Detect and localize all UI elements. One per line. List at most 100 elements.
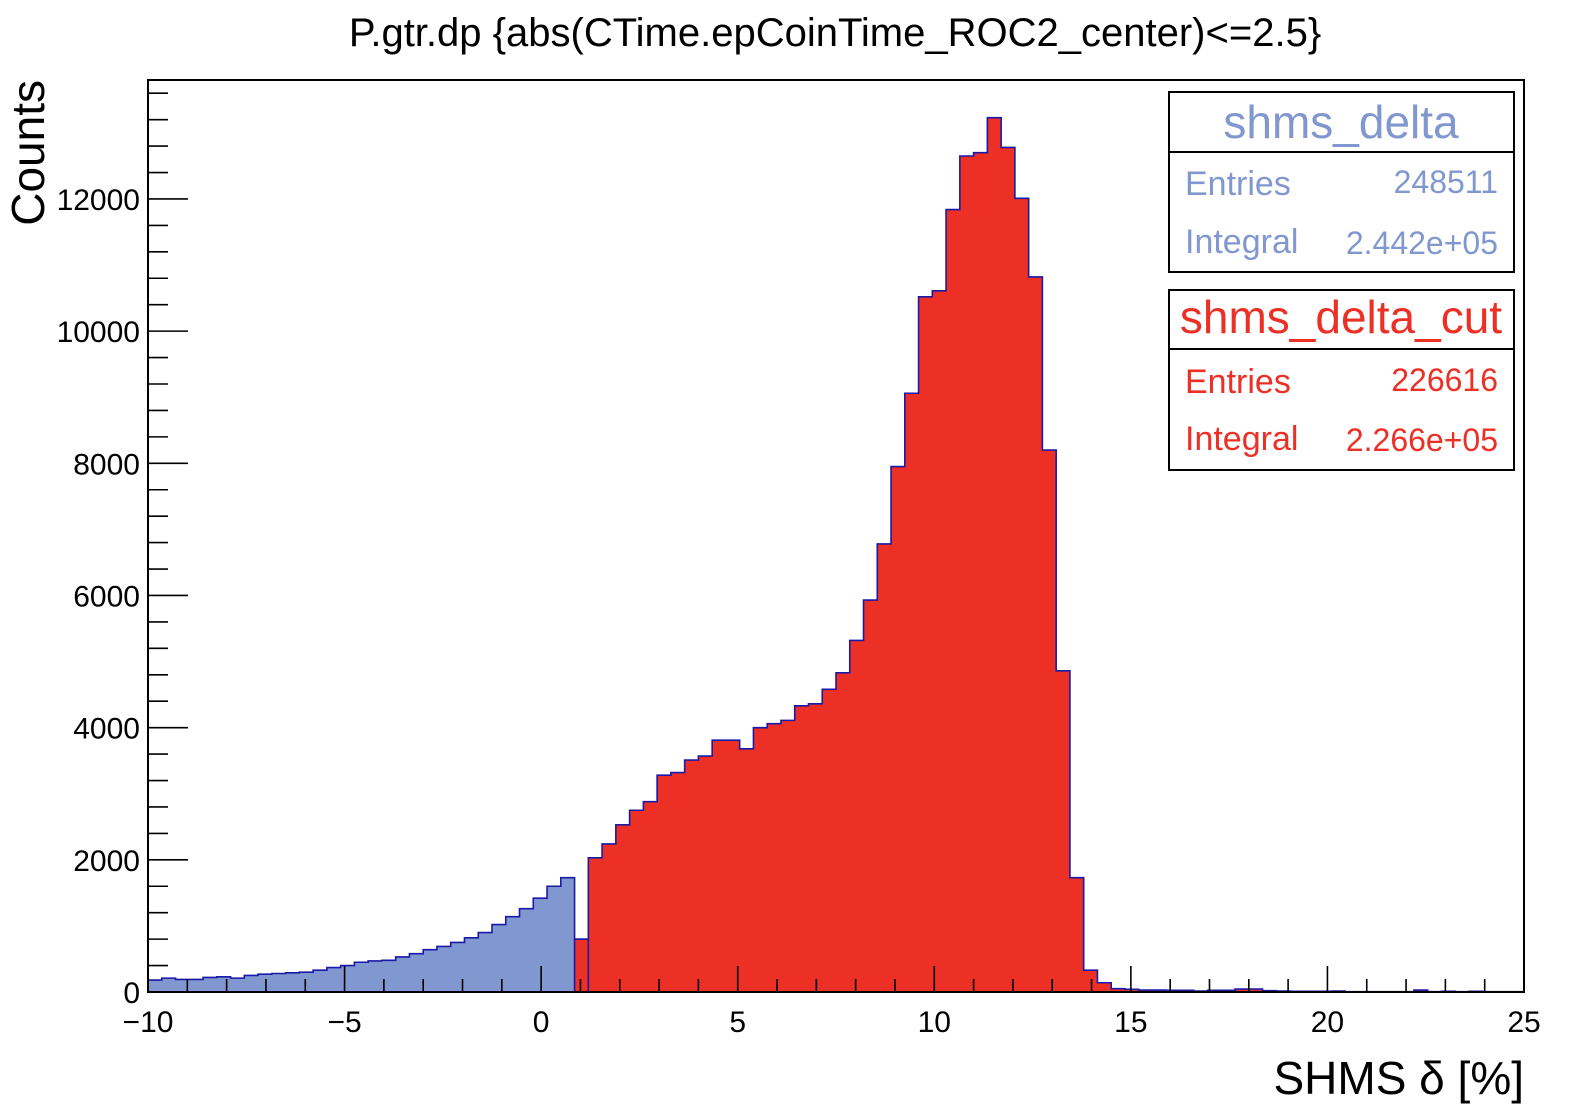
bar-shms-delta-cut bbox=[877, 543, 892, 992]
y-tick-label: 8000 bbox=[73, 448, 140, 481]
y-tick-label: 0 bbox=[123, 977, 140, 1010]
x-tick-label: 25 bbox=[1507, 1006, 1540, 1039]
bar-shms-delta-cut bbox=[1028, 276, 1043, 993]
bar-shms-delta bbox=[326, 967, 342, 992]
x-tick-label: −10 bbox=[123, 1006, 174, 1039]
y-tick-label: 6000 bbox=[73, 580, 140, 613]
bar-shms-delta bbox=[354, 962, 369, 992]
bar-shms-delta-cut bbox=[1235, 989, 1250, 992]
bar-shms-delta bbox=[450, 942, 466, 992]
stats-integral-value: 2.266e+05 bbox=[1346, 422, 1498, 458]
bar-shms-delta-cut bbox=[767, 723, 782, 992]
series-outline-shms-delta bbox=[147, 876, 590, 992]
stats-entries-value: 248511 bbox=[1394, 164, 1498, 200]
bar-shms-delta-cut bbox=[1111, 988, 1126, 992]
bar-shms-delta-cut bbox=[725, 740, 741, 992]
bar-shms-delta-cut bbox=[794, 705, 810, 992]
stats-integral-label: Integral bbox=[1185, 223, 1298, 261]
bar-shms-delta-cut bbox=[698, 756, 713, 992]
bar-shms-delta-cut bbox=[670, 772, 686, 992]
x-tick-label: 5 bbox=[729, 1006, 746, 1039]
bar-shms-delta bbox=[560, 877, 576, 992]
bar-shms-delta-cut bbox=[1042, 450, 1057, 993]
bar-shms-delta bbox=[423, 949, 438, 992]
bar-shms-delta bbox=[409, 953, 424, 992]
bar-shms-delta bbox=[533, 898, 548, 992]
stats-entries-label: Entries bbox=[1185, 165, 1291, 203]
bar-shms-delta bbox=[148, 980, 163, 992]
bar-shms-delta bbox=[436, 946, 452, 992]
x-tick-label: 20 bbox=[1311, 1006, 1344, 1039]
x-tick-label: 15 bbox=[1114, 1006, 1147, 1039]
bar-shms-delta-cut bbox=[863, 600, 878, 992]
chart-title: P.gtr.dp {abs(CTime.epCoinTime_ROC2_cent… bbox=[349, 11, 1321, 55]
stats-box-title: shms_delta bbox=[1223, 96, 1459, 148]
bar-shms-delta bbox=[271, 973, 287, 992]
bar-shms-delta bbox=[313, 970, 328, 992]
bar-shms-delta bbox=[189, 979, 204, 992]
bar-shms-delta bbox=[175, 979, 190, 992]
y-tick-label: 10000 bbox=[57, 316, 140, 349]
bar-shms-delta-cut bbox=[1124, 989, 1140, 992]
y-axis: 0 2000 4000 6000 8000 10000 12000 bbox=[57, 92, 188, 1010]
bar-shms-delta bbox=[340, 965, 355, 992]
bar-shms-delta bbox=[299, 972, 314, 992]
bar-shms-delta-cut bbox=[657, 775, 672, 992]
bar-shms-delta-cut bbox=[780, 720, 796, 992]
bar-shms-delta-cut bbox=[959, 156, 975, 992]
histogram-bars bbox=[148, 117, 1525, 993]
bar-shms-delta-cut bbox=[1014, 198, 1030, 992]
bar-shms-delta-cut bbox=[891, 466, 906, 992]
bar-shms-delta-cut bbox=[684, 760, 699, 992]
x-tick-label: 10 bbox=[918, 1006, 951, 1039]
bar-shms-delta-cut bbox=[1069, 877, 1085, 992]
bar-shms-delta bbox=[285, 972, 300, 992]
bar-shms-delta-cut bbox=[1056, 670, 1071, 992]
bar-shms-delta-cut bbox=[1248, 989, 1264, 992]
y-tick-label: 2000 bbox=[73, 845, 140, 878]
stats-integral-value: 2.442e+05 bbox=[1346, 225, 1498, 261]
bar-shms-delta bbox=[547, 886, 562, 992]
stats-integral-label: Integral bbox=[1185, 420, 1298, 458]
bar-shms-delta-cut bbox=[904, 393, 920, 992]
bar-shms-delta bbox=[216, 976, 232, 992]
x-axis-title: SHMS δ [%] bbox=[1273, 1052, 1524, 1104]
bar-shms-delta-cut bbox=[629, 810, 644, 992]
bar-shms-delta-cut bbox=[712, 740, 727, 992]
x-tick-label: −5 bbox=[327, 1006, 361, 1039]
bar-shms-delta bbox=[244, 975, 259, 992]
bar-shms-delta bbox=[478, 932, 493, 992]
x-tick-label: 0 bbox=[533, 1006, 550, 1039]
bar-shms-delta bbox=[230, 978, 245, 992]
stats-box-frame bbox=[1168, 91, 1515, 273]
bar-shms-delta-cut bbox=[574, 939, 589, 992]
y-axis-title: Counts bbox=[2, 80, 54, 226]
stats-box-frame bbox=[1168, 289, 1515, 471]
stats-entries-value: 226616 bbox=[1391, 362, 1498, 398]
bar-shms-delta-cut bbox=[602, 843, 617, 992]
x-axis: −10 −5 0 5 10 15 20 25 bbox=[123, 966, 1541, 1039]
bar-shms-delta-cut bbox=[739, 748, 755, 992]
bar-shms-delta bbox=[505, 916, 521, 992]
bar-shms-delta bbox=[203, 977, 218, 992]
stats-box-shms-delta-cut: shms_delta_cut Entries 226616 Integral 2… bbox=[1168, 289, 1515, 471]
bar-shms-delta-cut bbox=[987, 117, 1002, 993]
bar-shms-delta-cut bbox=[615, 824, 631, 992]
stats-entries-label: Entries bbox=[1185, 363, 1291, 401]
bar-shms-delta bbox=[492, 924, 507, 992]
bar-shms-delta-cut bbox=[973, 152, 988, 992]
bar-shms-delta-cut bbox=[918, 296, 933, 992]
bar-shms-delta-cut bbox=[849, 640, 865, 992]
bar-shms-delta-cut bbox=[822, 689, 837, 992]
bar-shms-delta bbox=[395, 956, 411, 992]
bar-shms-delta-cut bbox=[946, 209, 961, 992]
bar-shms-delta-cut bbox=[588, 857, 603, 992]
bar-shms-delta-cut bbox=[643, 801, 658, 992]
y-tick-label: 12000 bbox=[57, 184, 140, 217]
bar-shms-delta bbox=[464, 937, 479, 992]
bar-shms-delta-cut bbox=[808, 703, 823, 992]
plot-frame bbox=[147, 79, 1525, 993]
bar-shms-delta-cut bbox=[1097, 982, 1112, 992]
bar-shms-delta bbox=[161, 978, 177, 992]
